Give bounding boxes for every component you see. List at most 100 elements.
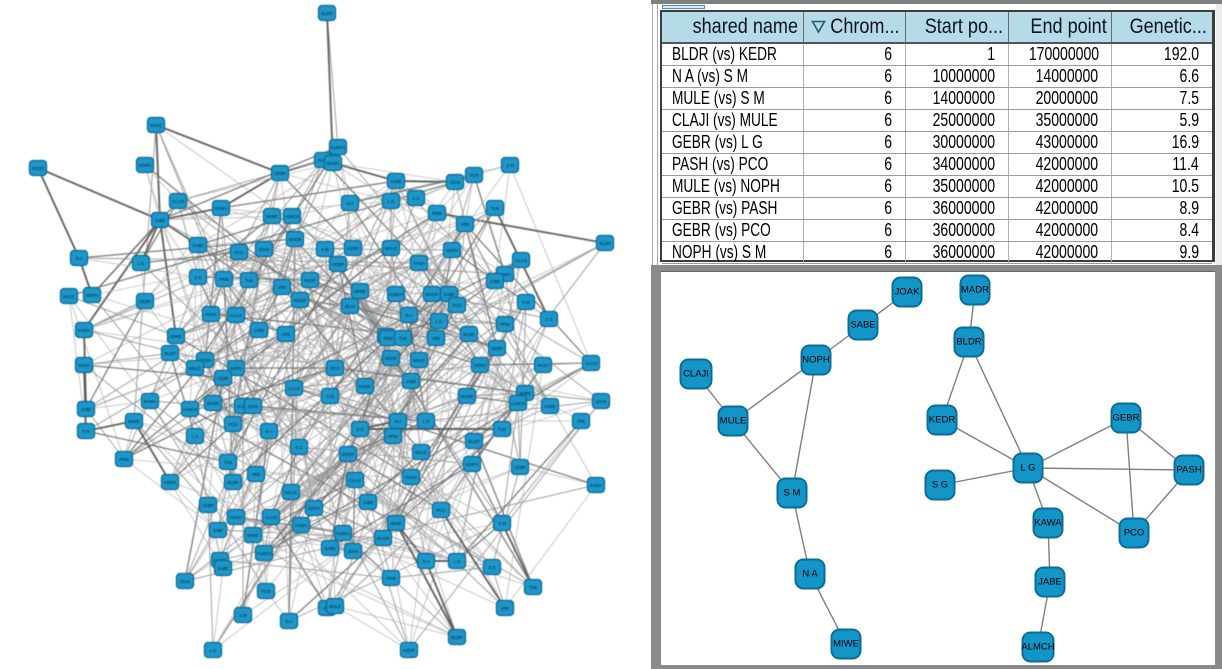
- svg-text:S M: S M: [326, 394, 334, 399]
- svg-text:SABE: SABE: [390, 179, 401, 184]
- svg-text:JOAK: JOAK: [248, 404, 259, 409]
- svg-text:ALMCH: ALMCH: [1021, 642, 1054, 653]
- svg-text:NOPH: NOPH: [230, 366, 242, 371]
- svg-text:NOPH: NOPH: [446, 248, 458, 253]
- svg-text:PRW: PRW: [500, 322, 510, 327]
- svg-text:VRE: VRE: [282, 332, 291, 337]
- svg-text:GEBR: GEBR: [332, 262, 344, 267]
- svg-text:KEDR: KEDR: [929, 415, 956, 426]
- svg-text:MADR: MADR: [289, 237, 301, 242]
- svg-text:ALMCH: ALMCH: [257, 551, 272, 556]
- svg-text:S G: S G: [295, 445, 302, 450]
- svg-text:MULE: MULE: [720, 416, 746, 427]
- svg-text:JOAK: JOAK: [450, 180, 461, 185]
- svg-text:SABE: SABE: [217, 566, 228, 571]
- svg-text:ALMCH: ALMCH: [511, 401, 526, 406]
- svg-text:MADR: MADR: [207, 401, 219, 406]
- svg-text:PASH: PASH: [413, 261, 424, 266]
- svg-text:PCO: PCO: [1124, 528, 1145, 539]
- svg-text:KEDR: KEDR: [347, 246, 359, 251]
- svg-text:VRE: VRE: [461, 222, 470, 227]
- svg-text:BLDR: BLDR: [164, 351, 175, 356]
- svg-text:JOAK: JOAK: [180, 579, 191, 584]
- svg-text:N A: N A: [406, 313, 413, 318]
- svg-text:MULE: MULE: [285, 490, 297, 495]
- svg-text:ALMCH: ALMCH: [389, 292, 404, 297]
- svg-text:JABE: JABE: [363, 500, 374, 505]
- svg-text:ALMCH: ALMCH: [285, 214, 300, 219]
- svg-text:PCO: PCO: [228, 422, 238, 427]
- svg-text:S M: S M: [321, 247, 329, 252]
- svg-text:SABE: SABE: [544, 404, 555, 409]
- svg-text:MIWE: MIWE: [128, 419, 140, 424]
- svg-text:TUK: TUK: [529, 585, 538, 590]
- svg-text:S G: S G: [545, 317, 552, 322]
- svg-text:TUK: TUK: [224, 460, 233, 465]
- svg-text:MULE: MULE: [189, 366, 201, 371]
- svg-text:KAWA: KAWA: [590, 483, 602, 488]
- svg-text:NOPH: NOPH: [466, 462, 478, 467]
- svg-text:PASH: PASH: [405, 475, 416, 480]
- svg-text:PCO: PCO: [469, 173, 479, 178]
- svg-text:CLAJI: CLAJI: [515, 258, 526, 263]
- svg-text:KEDR: KEDR: [164, 480, 176, 485]
- svg-text:CLAJI: CLAJI: [288, 386, 299, 391]
- svg-text:GEBR: GEBR: [202, 503, 214, 508]
- svg-text:PRW: PRW: [388, 434, 398, 439]
- svg-text:JABE: JABE: [155, 218, 166, 223]
- svg-text:N A: N A: [76, 256, 83, 261]
- svg-text:PRW: PRW: [383, 336, 393, 341]
- svg-text:NOPH: NOPH: [308, 506, 320, 511]
- svg-text:KAWA: KAWA: [1034, 518, 1062, 529]
- svg-text:JOAK: JOAK: [345, 304, 356, 309]
- svg-text:GEBR: GEBR: [274, 171, 286, 176]
- svg-text:MIWE: MIWE: [266, 214, 278, 219]
- svg-text:CLAJI: CLAJI: [683, 369, 709, 380]
- svg-text:TUK: TUK: [491, 206, 500, 211]
- svg-text:SABE: SABE: [192, 243, 203, 248]
- svg-text:L G: L G: [388, 199, 395, 204]
- svg-text:MULE: MULE: [150, 123, 162, 128]
- svg-text:S M: S M: [82, 429, 90, 434]
- svg-text:N A: N A: [286, 619, 293, 624]
- svg-text:KEDR: KEDR: [385, 356, 397, 361]
- svg-text:BLDR: BLDR: [468, 439, 479, 444]
- svg-text:PASH: PASH: [537, 363, 548, 368]
- svg-text:KAWA: KAWA: [215, 206, 227, 211]
- svg-text:NOPH: NOPH: [139, 163, 151, 168]
- svg-text:PCO: PCO: [436, 508, 446, 513]
- svg-text:MADR: MADR: [327, 161, 339, 166]
- svg-text:PCO: PCO: [261, 589, 271, 594]
- svg-text:JOAK: JOAK: [895, 287, 920, 298]
- svg-text:S M: S M: [522, 300, 530, 305]
- svg-text:S M: S M: [239, 613, 247, 618]
- svg-text:MADR: MADR: [961, 285, 989, 296]
- svg-text:BLDR: BLDR: [304, 278, 315, 283]
- svg-text:S M: S M: [506, 163, 514, 168]
- svg-text:PCO: PCO: [452, 303, 462, 308]
- svg-text:PCO: PCO: [234, 250, 244, 255]
- svg-text:KEDR: KEDR: [403, 648, 415, 653]
- svg-text:MIWE: MIWE: [390, 521, 402, 526]
- svg-text:JABE: JABE: [490, 279, 501, 284]
- svg-text:PCO: PCO: [330, 366, 340, 371]
- svg-text:S G: S G: [412, 196, 419, 201]
- svg-text:KAWA: KAWA: [144, 399, 156, 404]
- svg-text:PASH: PASH: [205, 312, 216, 317]
- svg-text:KEDR: KEDR: [32, 166, 44, 171]
- svg-text:L G: L G: [454, 559, 461, 564]
- svg-text:PASH: PASH: [1176, 465, 1201, 476]
- svg-text:S M: S M: [784, 488, 801, 499]
- svg-text:TUK: TUK: [399, 336, 408, 341]
- svg-text:JABE: JABE: [213, 528, 224, 533]
- svg-text:GEBR: GEBR: [217, 376, 229, 381]
- svg-text:KAWA: KAWA: [499, 272, 511, 277]
- svg-text:NOPH: NOPH: [802, 355, 830, 366]
- svg-text:SABE: SABE: [850, 320, 875, 331]
- svg-text:KAWA: KAWA: [359, 384, 371, 389]
- svg-text:JOAK: JOAK: [259, 247, 270, 252]
- svg-text:ALMCH: ALMCH: [336, 531, 351, 536]
- svg-text:BLDR: BLDR: [227, 480, 238, 485]
- svg-text:PASH: PASH: [78, 363, 89, 368]
- svg-text:S M: S M: [498, 521, 506, 526]
